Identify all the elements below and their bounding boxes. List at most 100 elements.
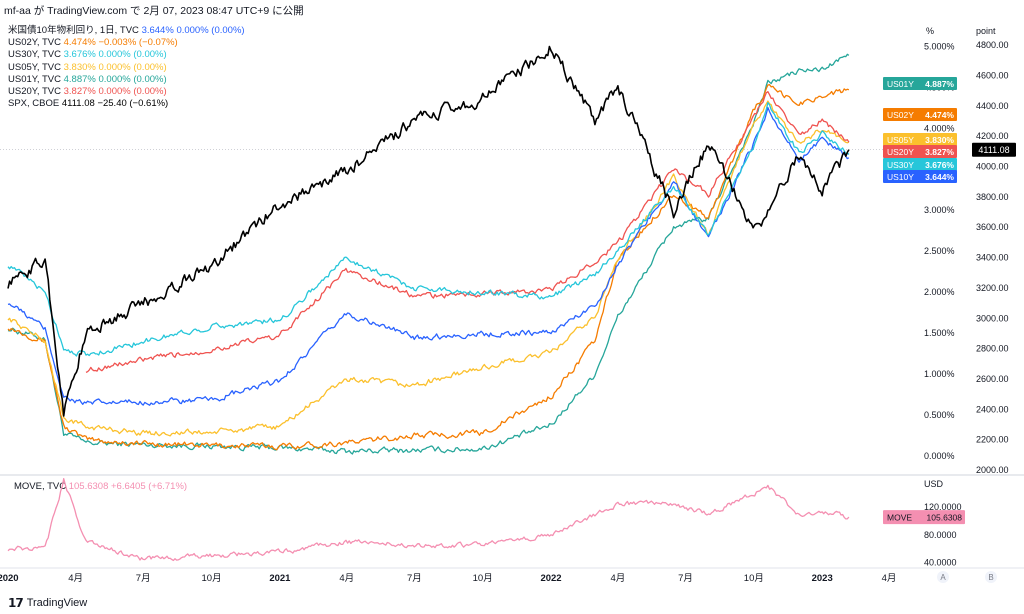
point-tick-label: 2400.00 [976,404,1009,414]
point-tick-label: 2800.00 [976,344,1009,354]
axis-badge [883,158,957,171]
time-tick-label: 2020 [0,573,19,584]
move-axis-badge-value: 105.6308 [927,513,963,523]
legend-series-change: 0.000% (0.00%) [98,73,167,85]
pct-tick-label: 2.500% [924,246,955,256]
legend-series-name: US30Y, TVC [8,49,64,61]
scale-button-a[interactable] [937,571,949,583]
legend-series-last: 3.676% [63,49,99,61]
series-line-us05y [7,100,850,437]
legend-row[interactable]: US05Y, TVC 3.830% 0.000% (0.00%) [8,62,245,74]
footer: 𝟭𝟳 TradingView [8,596,87,610]
legend-row[interactable]: US30Y, TVC 3.676% 0.000% (0.00%) [8,49,245,61]
pct-tick-label: 1.500% [924,328,955,338]
legend-row[interactable]: SPX, CBOE 4111.08 −25.40 (−0.61%) [8,98,245,110]
time-tick-label: 10月 [202,573,222,584]
legend-series-change: −0.003% (−0.07%) [98,37,178,49]
usd-tick-label: 40.0000 [924,558,957,568]
series-line-us01y [7,53,850,455]
series-line-spx [7,45,850,417]
legend-series-name: US20Y, TVC [8,85,64,97]
pct-tick-label: 0.000% [924,451,955,461]
axis-badge-label: US05Y [887,135,914,145]
legend-series-last: 4111.08 [61,98,98,110]
legend-series-name: US01Y, TVC [8,73,64,85]
time-tick-label: 10月 [473,573,493,584]
legend-row[interactable]: 米国債10年物利回り, 1日, TVC 3.644% 0.000% (0.00%… [8,25,245,37]
axis-badge-label: US20Y [887,147,914,157]
time-tick-label: 4月 [339,573,354,584]
usd-axis-unit: USD [924,479,944,489]
axis-badge-value: 3.644% [925,172,954,182]
move-legend-name: MOVE, TVC [14,481,67,492]
scale-button-label: A [940,573,946,582]
legend-series-name: US05Y, TVC [8,61,64,73]
time-tick-label: 7月 [407,573,422,584]
point-tick-label: 3000.00 [976,313,1009,323]
spx-axis-badge [972,142,1016,157]
point-tick-label: 4200.00 [976,131,1009,141]
axis-badge [883,170,957,183]
series-line-us02y [7,84,850,451]
point-tick-label: 3400.00 [976,253,1009,263]
time-tick-label: 2023 [812,573,833,584]
scale-button-b[interactable] [985,571,997,583]
series-line-us10y [7,106,850,406]
series-line-us30y [7,102,850,357]
pct-tick-label: 3.000% [924,205,955,215]
point-tick-label: 2000.00 [976,465,1009,475]
axis-badge-value: 3.830% [925,135,954,145]
axis-badge-label: US30Y [887,160,914,170]
point-tick-label: 4600.00 [976,71,1009,81]
legend-series-last: 3.827% [63,85,99,97]
point-tick-label: 3200.00 [976,283,1009,293]
axis-badge-value: 3.827% [925,147,954,157]
pct-tick-label: 0.500% [924,410,955,420]
axis-badge [883,145,957,158]
pct-tick-label: 4.000% [924,123,955,133]
axis-badge-value: 4.474% [925,110,954,120]
point-tick-label: 4800.00 [976,40,1009,50]
point-tick-label: 2600.00 [976,374,1009,384]
axis-badge-label: US02Y [887,110,914,120]
axis-badge-label: US01Y [887,79,914,89]
point-tick-label: 3800.00 [976,192,1009,202]
time-tick-label: 4月 [68,573,83,584]
pct-tick-label: 1.000% [924,369,955,379]
point-axis-unit: point [976,26,996,36]
legend-series-change: 0.000% (0.00%) [98,85,167,97]
legend-row[interactable]: US02Y, TVC 4.474% −0.003% (−0.07%) [8,37,245,49]
tradingview-logo-icon: 𝟭𝟳 [8,596,24,610]
move-legend: MOVE, TVC 105.6308 +6.6405 (+6.71%) [14,481,187,492]
spx-axis-badge-value: 4111.08 [978,145,1009,155]
usd-tick-label: 120.0000 [924,502,962,512]
point-tick-label: 2200.00 [976,435,1009,445]
time-tick-label: 2022 [540,573,561,584]
time-tick-label: 2021 [269,573,291,584]
move-axis-badge [883,510,965,525]
usd-tick-label: 80.0000 [924,530,957,540]
pct-axis-unit: % [926,26,934,36]
legend-row[interactable]: US20Y, TVC 3.827% 0.000% (0.00%) [8,86,245,98]
legend-series-change: −25.40 (−0.61%) [97,98,169,110]
axis-badge-value: 4.887% [925,79,954,89]
footer-brand: TradingView [26,597,88,609]
legend-series-name: 米国債10年物利回り, 1日, TVC [8,25,142,36]
time-tick-label: 4月 [610,573,625,584]
pct-tick-label: 2.000% [924,287,955,297]
axis-badge [883,77,957,90]
series-legend: 米国債10年物利回り, 1日, TVC 3.644% 0.000% (0.00%… [8,25,245,110]
legend-series-change: 0.000% (0.00%) [176,25,245,36]
move-axis-badge-label: MOVE [887,513,912,523]
legend-series-last: 3.830% [63,61,99,73]
legend-series-name: US02Y, TVC [8,37,64,49]
move-legend-chg: +6.6405 (+6.71%) [111,481,188,492]
time-tick-label: 4月 [882,573,897,584]
pct-tick-label: 5.000% [924,41,955,51]
scale-button-label: B [988,573,993,582]
legend-series-last: 3.644% [141,25,177,36]
series-line-us20y [85,91,850,373]
axis-badge-label: US10Y [887,172,914,182]
legend-row[interactable]: US01Y, TVC 4.887% 0.000% (0.00%) [8,74,245,86]
